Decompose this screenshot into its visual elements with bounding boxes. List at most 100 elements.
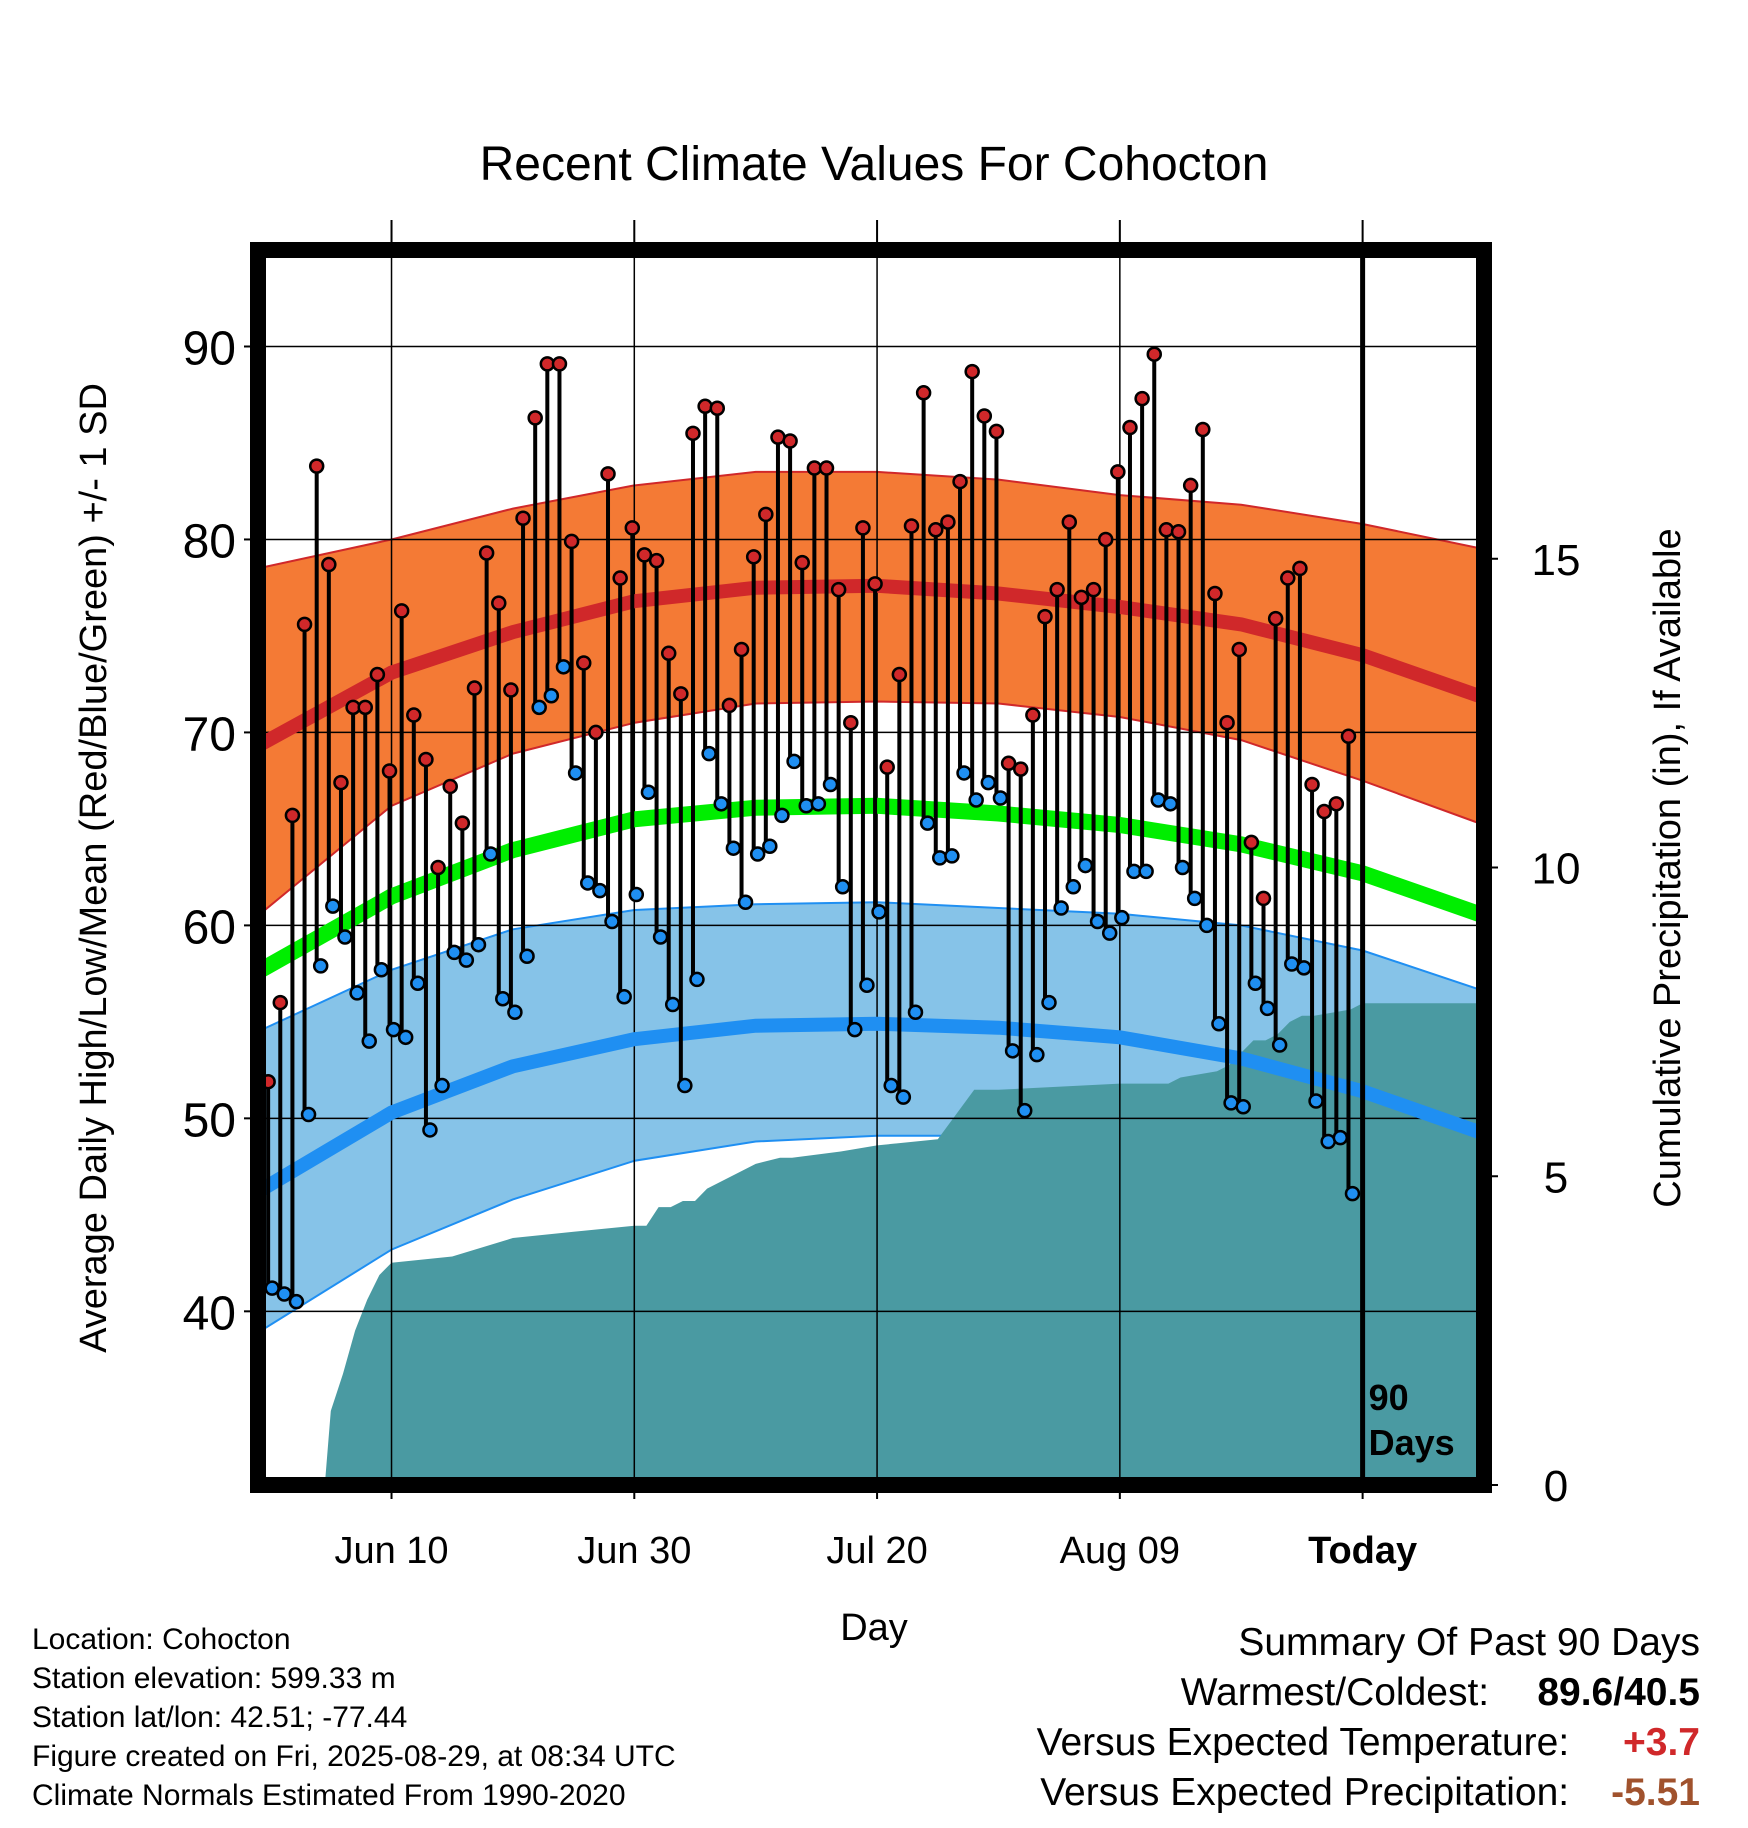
daily-high-point <box>1110 464 1126 480</box>
daily-low-point <box>1344 1185 1361 1202</box>
daily-high-point <box>1243 834 1260 851</box>
daily-high-point <box>1158 522 1175 538</box>
daily-low-point <box>543 688 560 704</box>
daily-low-point <box>300 1106 317 1123</box>
normal-low-line <box>258 1016 1484 1198</box>
x-tick-label: Jun 30 <box>577 1530 691 1572</box>
daily-low-point <box>312 958 329 974</box>
station-location: Location: Cohocton <box>32 1623 291 1656</box>
daily-low-point <box>422 1122 438 1138</box>
cumulative-precipitation <box>258 1003 1484 1485</box>
daily-low-point <box>737 894 754 910</box>
x-tick-label: Today <box>1308 1530 1417 1572</box>
daily-low-point <box>859 977 875 993</box>
y-tick-label: 80 <box>183 515 236 568</box>
daily-low-point <box>677 1077 693 1094</box>
daily-high-point <box>1292 560 1308 577</box>
y2-tick-label: 15 <box>1532 536 1581 585</box>
daily-high-point <box>1025 707 1041 723</box>
summary-title: Summary Of Past 90 Days <box>1238 1621 1700 1664</box>
daily-low-point <box>1247 975 1264 992</box>
daily-low-point <box>798 798 814 814</box>
summary-temperature: Versus Expected Temperature: +3.7 <box>1037 1718 1700 1768</box>
daily-low-point <box>822 776 839 793</box>
daily-high-point <box>1195 421 1211 438</box>
figure-created: Figure created on Fri, 2025-08-29, at 08… <box>32 1740 676 1773</box>
daily-low-point <box>555 659 572 675</box>
daily-high-point <box>648 552 665 569</box>
daily-high-point <box>721 697 738 714</box>
daily-low-point <box>847 1021 863 1038</box>
plot-area <box>258 250 1484 1485</box>
y2-axis-label: Cumulative Precipitation (in), If Availa… <box>1647 528 1689 1207</box>
y-tick-label: 50 <box>183 1094 236 1147</box>
daily-high-point <box>551 356 568 372</box>
daily-high-point <box>381 763 398 779</box>
temperature-departure-value: +3.7 <box>1623 1721 1700 1764</box>
x-tick-label: Jun 10 <box>334 1530 448 1572</box>
daily-low-point <box>932 850 948 866</box>
y-tick-label: 70 <box>183 708 236 761</box>
daily-low-point <box>495 990 511 1007</box>
daily-low-point <box>1114 909 1130 926</box>
daily-high-point <box>575 655 592 671</box>
daily-low-point <box>1077 857 1094 874</box>
daily-high-point <box>964 363 980 380</box>
daily-high-point <box>1097 531 1114 548</box>
daily-high-point <box>1122 419 1138 436</box>
daily-high-point <box>685 425 701 442</box>
daily-high-point <box>1340 728 1357 745</box>
daily-high-point <box>818 460 835 476</box>
daily-high-point <box>333 774 349 791</box>
daily-low-point <box>968 792 984 808</box>
daily-low-point <box>1235 1099 1251 1115</box>
daily-low-point <box>701 745 717 762</box>
y-tick-label: 40 <box>183 1287 236 1340</box>
daily-low-point <box>956 765 972 781</box>
daily-high-point <box>733 641 750 658</box>
daily-high-point <box>928 522 944 538</box>
daily-high-point <box>952 473 968 490</box>
daily-high-point <box>867 576 883 592</box>
daily-high-point <box>284 807 301 824</box>
daily-low-point <box>373 962 390 978</box>
today-marker-label-days: Days <box>1369 1422 1455 1463</box>
warmest-coldest-value: 89.6/40.5 <box>1537 1671 1700 1714</box>
station-latlon: Station lat/lon: 42.51; -77.44 <box>32 1701 408 1734</box>
daily-high-point <box>855 520 871 536</box>
daily-low-point <box>531 699 547 716</box>
daily-high-point <box>782 433 798 449</box>
daily-high-point <box>393 603 410 619</box>
daily-high-point <box>357 699 373 716</box>
daily-high-point <box>745 549 762 565</box>
daily-high-point <box>1073 589 1090 606</box>
daily-high-point <box>1012 761 1029 777</box>
daily-low-point <box>1332 1129 1349 1146</box>
daily-low-point <box>385 1021 402 1038</box>
daily-high-point <box>515 510 531 526</box>
daily-low-point <box>725 840 742 856</box>
daily-high-point <box>891 666 908 683</box>
daily-high-point <box>1304 776 1320 793</box>
daily-low-point <box>507 1004 523 1020</box>
daily-low-point <box>628 886 645 903</box>
summary-precipitation: Versus Expected Precipitation: -5.51 <box>1037 1768 1700 1818</box>
daily-high-point <box>903 518 920 534</box>
daily-low-point <box>774 807 790 824</box>
daily-low-point <box>1041 994 1057 1011</box>
daily-high-point <box>1037 608 1053 625</box>
daily-high-point <box>308 458 325 474</box>
y2-tick-label: 10 <box>1532 845 1581 894</box>
x-tick-label: Jul 20 <box>826 1530 927 1572</box>
daily-high-point <box>915 385 932 401</box>
daily-low-point <box>713 796 730 812</box>
daily-low-point <box>907 1004 924 1020</box>
today-marker-label-count: 90 <box>1369 1377 1409 1418</box>
daily-low-point <box>664 996 681 1013</box>
chart-title: Recent Climate Values For Cohocton <box>480 138 1269 191</box>
daily-high-point <box>1000 755 1017 772</box>
daily-low-point <box>1053 900 1069 916</box>
daily-low-point <box>834 879 851 895</box>
y-axis-label: Average Daily High/Low/Mean (Red/Blue/Gr… <box>73 383 115 1353</box>
daily-low-point <box>276 1286 293 1302</box>
